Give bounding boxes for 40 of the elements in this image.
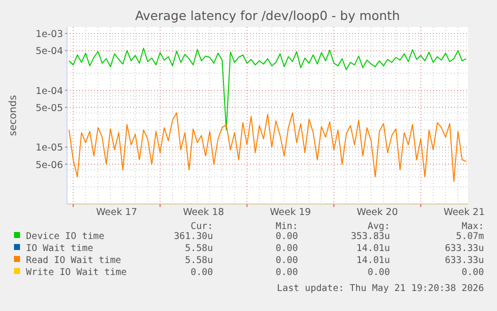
text: 0.00 [276,231,298,242]
y-axis-title: seconds [8,95,19,136]
chart-title: Average latency for /dev/loop0 - by month [135,8,400,23]
text: 0.00 [276,255,298,266]
y-tick-label: 5e-06 [36,160,63,171]
x-tick-label: Week 17 [96,207,138,218]
text: 0.00 [276,267,298,278]
text: 361.30u [174,231,213,242]
line-series [68,48,467,131]
text: 0.00 [368,267,390,278]
text: 633.33u [444,243,484,254]
y-tick-label: 5e-04 [36,46,63,58]
text: Avg: [368,221,390,232]
legend-label: Write IO Wait time [26,267,128,278]
text: 5.07m [456,231,484,242]
x-tick-label: Week 18 [182,207,224,218]
text: 5.58u [185,243,213,254]
text: Min: [276,221,298,232]
text: 353.83u [350,231,390,242]
text: 0.00 [190,267,213,278]
legend-label: Read IO Wait time [26,255,122,266]
y-tick-label: 5e-05 [36,102,63,114]
text: Max: [462,221,484,232]
text: 14.01u [356,255,390,266]
x-tick-label: Week 20 [356,207,398,218]
legend-label: Device IO time [26,231,105,242]
text: Cur: [190,221,213,232]
text: 14.01u [356,243,390,254]
text: 0.00 [276,243,298,254]
text: 0.00 [462,267,484,278]
y-tick-label: 1e-04 [36,86,63,97]
text: 633.33u [444,255,484,266]
legend-label: IO Wait time [26,243,94,254]
x-tick-label: Week 21 [444,207,485,218]
y-tick-label: 1e-03 [36,28,63,40]
x-tick-label: Week 19 [270,207,311,218]
y-tick-label: 1e-05 [36,142,63,154]
text: Last update: Thu May 21 19:20:38 2026 [276,283,484,294]
text: 5.58u [185,255,213,266]
line-series [68,112,467,182]
